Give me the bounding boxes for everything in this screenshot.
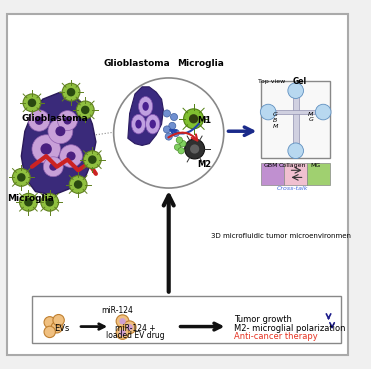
Circle shape [44,317,55,328]
Polygon shape [128,87,163,145]
Circle shape [119,330,126,336]
Circle shape [184,109,204,129]
Circle shape [58,111,78,131]
Text: Top view: Top view [258,79,285,84]
FancyBboxPatch shape [308,163,330,184]
Ellipse shape [131,114,146,134]
Circle shape [315,104,331,120]
Circle shape [189,114,198,123]
Circle shape [116,327,129,339]
Circle shape [13,169,30,186]
Text: Cross-talk: Cross-talk [276,186,308,191]
Circle shape [51,322,62,333]
Circle shape [172,130,179,137]
Circle shape [24,198,33,207]
Circle shape [127,324,133,331]
Circle shape [60,145,82,168]
Circle shape [190,144,199,154]
Text: M2- microglial polarization: M2- microglial polarization [234,324,348,333]
Circle shape [43,157,63,177]
Circle shape [41,193,59,211]
Text: M2: M2 [197,161,211,169]
Text: GBM: GBM [263,163,278,168]
Text: Glioblastoma: Glioblastoma [22,114,88,123]
Circle shape [55,126,65,136]
Text: Anti-cancer therapy: Anti-cancer therapy [234,332,318,341]
Text: G
B
M: G B M [273,112,278,129]
FancyBboxPatch shape [32,296,341,342]
Circle shape [185,139,204,159]
Circle shape [81,106,89,114]
Text: M
G: M G [308,111,313,123]
Ellipse shape [135,120,142,128]
Text: 3D microfluidic tumor microenvironmen: 3D microfluidic tumor microenvironmen [211,233,351,239]
FancyBboxPatch shape [293,93,299,151]
Circle shape [23,94,41,112]
Circle shape [67,88,75,96]
Circle shape [171,113,178,121]
Text: miR-124 +: miR-124 + [115,324,155,333]
Text: miR-124: miR-124 [101,306,133,315]
Circle shape [88,155,96,164]
FancyBboxPatch shape [268,110,323,114]
Circle shape [83,151,101,169]
Circle shape [53,314,64,326]
Ellipse shape [142,102,149,111]
Circle shape [66,152,76,161]
Circle shape [17,173,26,182]
Ellipse shape [150,120,156,128]
Circle shape [69,176,87,193]
Circle shape [29,110,50,131]
Circle shape [62,83,80,101]
Circle shape [174,144,181,151]
Circle shape [44,326,55,338]
Circle shape [288,143,303,159]
Text: Tumor growth: Tumor growth [234,315,295,324]
Circle shape [28,99,36,107]
Polygon shape [21,92,96,195]
Text: MG: MG [310,163,321,168]
Circle shape [260,104,276,120]
Circle shape [165,133,172,140]
FancyBboxPatch shape [7,14,348,355]
Text: loaded EV drug: loaded EV drug [106,331,164,340]
Circle shape [116,315,129,328]
Circle shape [114,78,224,188]
Circle shape [32,135,60,163]
Circle shape [288,83,303,99]
Circle shape [169,123,176,130]
Text: Microglia: Microglia [7,194,54,203]
Circle shape [119,318,126,324]
Circle shape [123,321,136,334]
Text: Collagen: Collagen [278,163,306,168]
Circle shape [163,126,171,133]
Circle shape [49,163,57,171]
Circle shape [74,180,82,189]
Ellipse shape [138,97,153,116]
Circle shape [40,143,52,155]
Text: EVs: EVs [55,324,70,333]
Circle shape [76,101,94,119]
Circle shape [48,119,73,144]
Circle shape [163,110,171,117]
Circle shape [176,137,183,143]
Circle shape [20,193,37,211]
Ellipse shape [146,114,160,134]
Circle shape [180,141,186,147]
Circle shape [46,198,54,207]
FancyBboxPatch shape [261,82,330,158]
Circle shape [63,117,72,125]
Text: Gel: Gel [293,77,307,86]
FancyBboxPatch shape [261,163,284,184]
Text: Microglia: Microglia [177,59,224,68]
Circle shape [178,148,184,154]
FancyBboxPatch shape [284,163,308,184]
Circle shape [35,116,43,125]
Text: M1: M1 [197,116,211,125]
Text: Glioblastoma: Glioblastoma [104,59,170,68]
